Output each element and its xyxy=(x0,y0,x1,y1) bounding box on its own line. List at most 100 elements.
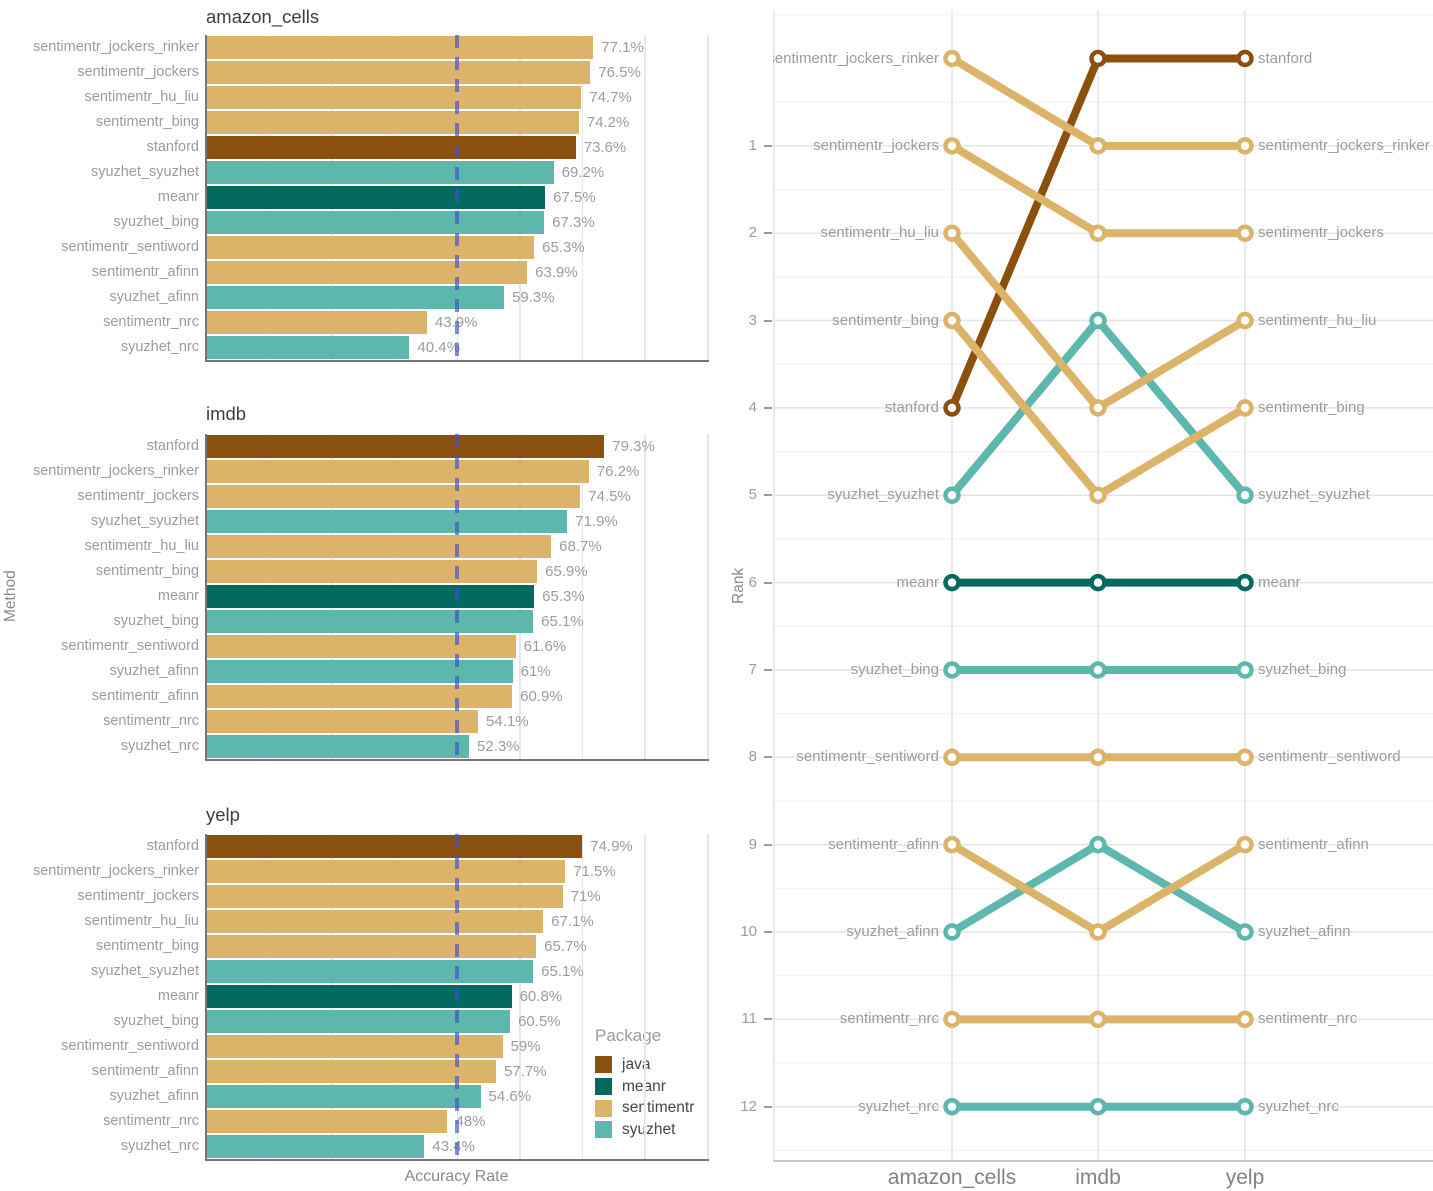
bar-sentimentr_afinn xyxy=(207,1060,497,1083)
bump-series-label-left-sentimentr_jockers: sentimentr_jockers xyxy=(813,136,939,154)
bar-value-label: 63.9% xyxy=(535,263,578,281)
chart-title-yelp: yelp xyxy=(206,804,240,825)
legend-label: sentimentr xyxy=(622,1099,695,1117)
bar-sentimentr_afinn xyxy=(207,685,513,708)
bar-stanford xyxy=(207,835,583,858)
bar-value-label: 67.5% xyxy=(553,188,596,206)
bump-series-marker-stanford xyxy=(1089,49,1107,68)
method-label-syuzhet_nrc: syuzhet_nrc xyxy=(120,737,199,754)
bar-stanford xyxy=(207,136,576,159)
bar-syuzhet_afinn xyxy=(207,1085,481,1108)
bar-value-label: 71% xyxy=(570,887,601,905)
accuracy-axis-title: Accuracy Rate xyxy=(404,1168,509,1185)
bump-series-marker-sentimentr_bing xyxy=(1089,486,1107,504)
x-axis-line xyxy=(205,759,709,761)
bump-series-label-right-meanr: meanr xyxy=(1258,573,1301,591)
bump-series-marker-syuzhet_nrc xyxy=(1236,1097,1254,1116)
bump-series-label-right-stanford: stanford xyxy=(1258,49,1313,67)
bump-series-label-left-syuzhet_bing: syuzhet_bing xyxy=(850,660,939,678)
bar-value-label: 54.6% xyxy=(488,1087,532,1105)
x-axis-line xyxy=(205,1159,709,1161)
bump-series-label-right-syuzhet_afinn: syuzhet_afinn xyxy=(1258,923,1351,940)
grid-line xyxy=(707,434,709,759)
bar-value-label: 52.3% xyxy=(477,737,520,755)
bar-sentimentr_jockers xyxy=(207,485,581,508)
rank-tick-label-4: 4 xyxy=(748,398,757,416)
bump-series-label-right-sentimentr_jockers_rinker: sentimentr_jockers_rinker xyxy=(1258,136,1430,154)
bump-series-marker-syuzhet_afinn xyxy=(1089,835,1107,854)
bar-value-label: 57.7% xyxy=(504,1062,547,1080)
grid-line xyxy=(519,834,521,1159)
method-label-syuzhet_bing: syuzhet_bing xyxy=(113,1012,199,1029)
bar-sentimentr_hu_liu xyxy=(207,535,552,558)
bump-series-marker-syuzhet_bing xyxy=(1089,661,1107,679)
bump-series-marker-syuzhet_afinn xyxy=(943,923,961,941)
method-label-syuzhet_syuzhet: syuzhet_syuzhet xyxy=(90,962,199,979)
bar-value-label: 65.3% xyxy=(542,238,585,256)
bar-value-label: 76.5% xyxy=(598,63,641,81)
bump-series-marker-sentimentr_jockers xyxy=(943,137,961,155)
bar-meanr xyxy=(207,186,546,209)
bump-series-label-left-meanr: meanr xyxy=(896,573,939,591)
bar-value-label: 74.7% xyxy=(589,88,632,106)
bump-series-marker-sentimentr_afinn xyxy=(943,835,961,854)
bar-value-label: 59.3% xyxy=(512,288,555,306)
bar-syuzhet_afinn xyxy=(207,660,513,683)
x-axis-line xyxy=(205,360,709,362)
bar-value-label: 40.4% xyxy=(417,338,460,356)
bar-value-label: 60.9% xyxy=(520,687,563,705)
legend-item-java: java xyxy=(595,1054,694,1076)
bar-syuzhet_nrc xyxy=(207,735,470,758)
method-label-sentimentr_jockers: sentimentr_jockers xyxy=(77,887,199,904)
bar-value-label: 74.2% xyxy=(586,113,630,131)
method-label-sentimentr_sentiword: sentimentr_sentiword xyxy=(61,238,199,255)
rank-tick-mark xyxy=(764,494,772,497)
rank-tick-mark xyxy=(764,1018,772,1021)
bar-sentimentr_sentiword xyxy=(207,1035,503,1058)
bump-series-marker-meanr xyxy=(1089,573,1107,592)
rank-tick-label-7: 7 xyxy=(748,660,757,678)
bar-sentimentr_bing xyxy=(207,560,538,583)
bar-value-label: 65.7% xyxy=(544,937,587,955)
bar-value-label: 61.6% xyxy=(523,637,567,655)
bar-value-label: 79.3% xyxy=(612,437,655,455)
bump-series-label-right-syuzhet_syuzhet: syuzhet_syuzhet xyxy=(1258,486,1370,504)
bump-series-marker-meanr xyxy=(943,573,961,592)
method-label-sentimentr_bing: sentimentr_bing xyxy=(95,562,199,579)
bump-series-marker-sentimentr_hu_liu xyxy=(1236,311,1254,330)
bar-value-label: 48% xyxy=(455,1112,486,1130)
method-label-sentimentr_afinn: sentimentr_afinn xyxy=(91,1062,199,1079)
method-label-sentimentr_nrc: sentimentr_nrc xyxy=(103,1112,199,1129)
chart-title-imdb: imdb xyxy=(206,403,247,424)
y-axis-line xyxy=(205,35,207,362)
method-label-sentimentr_bing: sentimentr_bing xyxy=(95,113,199,130)
bump-series-marker-sentimentr_hu_liu xyxy=(943,224,961,242)
method-label-sentimentr_nrc: sentimentr_nrc xyxy=(103,313,199,330)
bar-syuzhet_syuzhet xyxy=(207,161,554,184)
bar-sentimentr_nrc xyxy=(207,311,427,334)
grid-line xyxy=(707,834,709,1159)
rank-tick-mark xyxy=(764,144,772,147)
grid-line xyxy=(581,834,584,1159)
bar-value-label: 59% xyxy=(510,1037,541,1055)
legend-item-sentimentr: sentimentr xyxy=(595,1097,694,1119)
rank-tick-mark xyxy=(764,581,772,584)
bump-series-label-right-sentimentr_afinn: sentimentr_afinn xyxy=(1258,835,1369,853)
bump-series-label-right-syuzhet_nrc: syuzhet_nrc xyxy=(1258,1097,1339,1115)
bar-syuzhet_nrc xyxy=(207,336,410,359)
bump-series-marker-sentimentr_bing xyxy=(943,311,961,330)
y-axis-line xyxy=(205,434,207,761)
rank-tick-label-8: 8 xyxy=(748,748,757,766)
bar-value-label: 74.9% xyxy=(590,837,633,855)
method-label-sentimentr_jockers: sentimentr_jockers xyxy=(77,63,199,80)
rank-tick-mark xyxy=(764,668,772,671)
method-label-sentimentr_sentiword: sentimentr_sentiword xyxy=(61,1037,199,1054)
bar-syuzhet_bing xyxy=(207,610,534,633)
bump-series-marker-syuzhet_syuzhet xyxy=(1089,311,1107,330)
rank-tick-mark xyxy=(764,1105,772,1108)
bar-sentimentr_nrc xyxy=(207,710,479,733)
bar-value-label: 77.1% xyxy=(601,38,644,56)
bar-value-label: 60.5% xyxy=(518,1012,561,1030)
bump-series-marker-sentimentr_sentiword xyxy=(1089,748,1107,767)
